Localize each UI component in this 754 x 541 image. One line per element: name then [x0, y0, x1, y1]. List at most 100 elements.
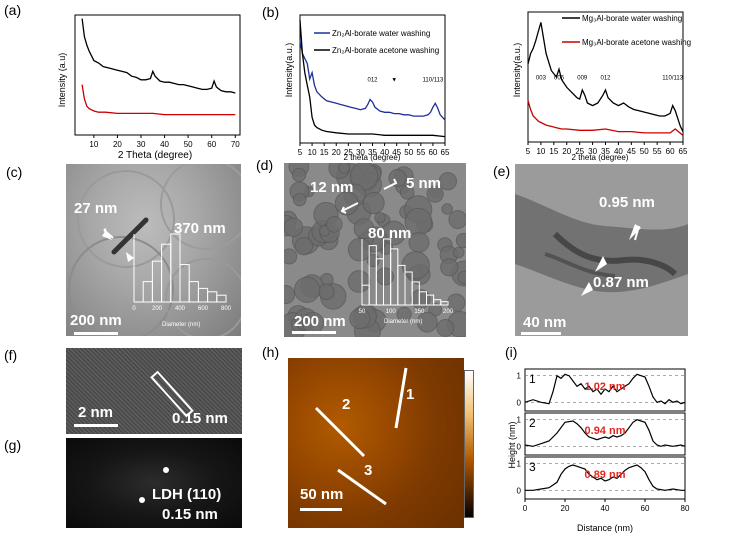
chart-b1-xtick-label: 65 — [441, 148, 450, 157]
chart-b2-xtick-label: 10 — [536, 147, 545, 156]
chart-b2-xtick-label: 60 — [666, 147, 675, 156]
fft-image-g: LDH (110) 0.15 nm — [66, 438, 242, 528]
platelet — [294, 236, 314, 256]
hist-c-tick-label: 0 — [132, 306, 136, 312]
fft-g-label-2: 0.15 nm — [162, 506, 218, 523]
platelet — [293, 276, 321, 303]
hist-c-bar — [179, 264, 190, 303]
panel-label-c: (c) — [6, 164, 23, 180]
chart-i-profile-value: 0.94 nm — [585, 425, 626, 437]
hrtem-image-f: 2 nm 0.15 nm — [66, 348, 242, 434]
panel-label-f: (f) — [4, 347, 18, 363]
panel-label-g: (g) — [4, 437, 22, 453]
chart-i-xtick-label: 80 — [681, 504, 690, 513]
chart-b2-xtick-label: 15 — [549, 147, 558, 156]
chart-b1-xlabel: 2 theta (degree) — [344, 153, 401, 162]
platelet — [399, 185, 415, 200]
hist-d-bar — [361, 284, 370, 306]
chart-b2-legend-2: Mg₃Al-borate acetone washing — [582, 38, 691, 47]
platelet — [353, 218, 375, 239]
hist-c-bar — [188, 281, 199, 303]
chart-b2-xtick-label: 50 — [640, 147, 649, 156]
tem-c-hist-label: 370 nm — [174, 220, 226, 237]
chart-i-profile-name: 3 — [529, 460, 536, 474]
chart-b1: 5 10 15 20 25 30 35 40 45 50 55 60 65 012 ▼ 110/113 Int… — [284, 14, 450, 162]
chart-b2-ylabel: Intensity(a.u.) — [512, 43, 522, 98]
chart-b2: 5 10 15 20 25 30 35 40 45 50 55 60 65 003 006 009 012 110… — [512, 11, 691, 162]
panel-label-i: (i) — [505, 344, 518, 360]
hist-d-bar — [440, 301, 449, 306]
hist-c-bar — [216, 294, 227, 303]
chart-b1-legend-1: Zn₂Al-borate water washing — [332, 29, 430, 38]
hist-c-tick-label: 600 — [198, 306, 209, 312]
chart-b1-annotation: ▼ — [391, 78, 397, 84]
tem-d-measure-2: 5 nm — [406, 175, 442, 192]
hist-c-bar — [197, 287, 209, 303]
hrtem-f-scalebar — [74, 424, 118, 427]
chart-i-profile-name: 2 — [529, 416, 536, 430]
chart-a-xtick-label: 70 — [231, 140, 240, 149]
chart-b1-xtick-label: 25 — [344, 148, 353, 157]
hist-c-tick-label: 800 — [221, 306, 232, 312]
chart-b2-series-1 — [527, 22, 684, 132]
platelet — [440, 258, 459, 277]
chart-b2-xlabel: 2 theta (degree) — [572, 153, 629, 162]
panel-label-d: (d) — [256, 157, 274, 173]
chart-b1-ylabel: Intensity(a.u.) — [284, 43, 294, 98]
platelet — [284, 217, 304, 237]
hist-d-tick-label: 200 — [443, 309, 454, 315]
chart-b1-xtick-label: 35 — [368, 148, 377, 157]
chart-a: 10 20 30 40 50 60 70 Intensity (a.u) 2 Theta (… — [57, 14, 241, 161]
hist-c-tick-label: 400 — [175, 306, 186, 312]
platelet — [284, 248, 298, 265]
platelet — [325, 215, 343, 233]
platelet — [436, 319, 455, 337]
chart-a-series-2 — [81, 84, 236, 116]
hist-d-bar — [383, 238, 392, 306]
chart-i-profile-value: 0.89 nm — [585, 469, 626, 481]
platelet — [438, 172, 457, 191]
chart-i-xtick-label: 20 — [561, 504, 570, 513]
chart-b1-xtick-label: 50 — [404, 148, 413, 157]
tem-image-c: 0 200 400 600 800 27 nm 370 nm Diameter (nm)… — [66, 164, 241, 336]
chart-i-xtick-label: 60 — [641, 504, 650, 513]
hist-d-bar — [390, 248, 399, 306]
chart-a-ylabel: Intensity (a.u) — [57, 53, 67, 108]
platelet — [446, 293, 466, 312]
chart-b2-xtick-label: 30 — [588, 147, 597, 156]
chart-b2-xtick-label: 55 — [653, 147, 662, 156]
tem-e-measure-2: 0.87 nm — [593, 274, 649, 291]
platelet — [426, 185, 444, 203]
tem-d-scalebar — [292, 331, 336, 334]
hist-d-bar — [375, 258, 385, 306]
tem-c-measure: 27 nm — [74, 200, 118, 217]
hist-c-tick-label: 200 — [152, 306, 163, 312]
platelet — [457, 270, 466, 285]
chart-b2-xtick-label: 65 — [679, 147, 688, 156]
afm-h-line-3: 3 — [364, 462, 373, 479]
chart-i-profile-3 — [525, 464, 685, 491]
chart-i-xtick-label: 0 — [523, 504, 528, 513]
platelet — [388, 168, 407, 188]
chart-i-xtick-label: 40 — [601, 504, 610, 513]
chart-b2-xtick-label: 5 — [526, 147, 531, 156]
chart-b1-annotation: 012 — [367, 78, 378, 84]
afm-h-line-1: 1 — [406, 386, 415, 403]
platelet — [347, 237, 372, 262]
chart-a-xtick-label: 50 — [184, 140, 193, 149]
afm-h-scalebar — [300, 508, 342, 511]
hist-c-bar — [170, 233, 181, 303]
tem-d-hist-xlabel: Diameter (nm) — [384, 319, 423, 325]
afm-h-scale-label: 50 nm — [300, 486, 344, 503]
tem-c-scale-label: 200 nm — [70, 312, 122, 329]
platelet — [441, 203, 453, 215]
fft-g-label-1: LDH (110) — [152, 486, 222, 503]
arrow-icon — [340, 202, 359, 214]
panel-label-b: (b) — [262, 4, 280, 20]
chart-i-profile-1 — [524, 373, 686, 405]
chart-i-ytick-label: 1 — [517, 460, 522, 469]
platelet — [347, 270, 371, 293]
hist-d-tick-label: 50 — [359, 309, 366, 315]
chart-b2-xtick-label: 25 — [575, 147, 584, 156]
